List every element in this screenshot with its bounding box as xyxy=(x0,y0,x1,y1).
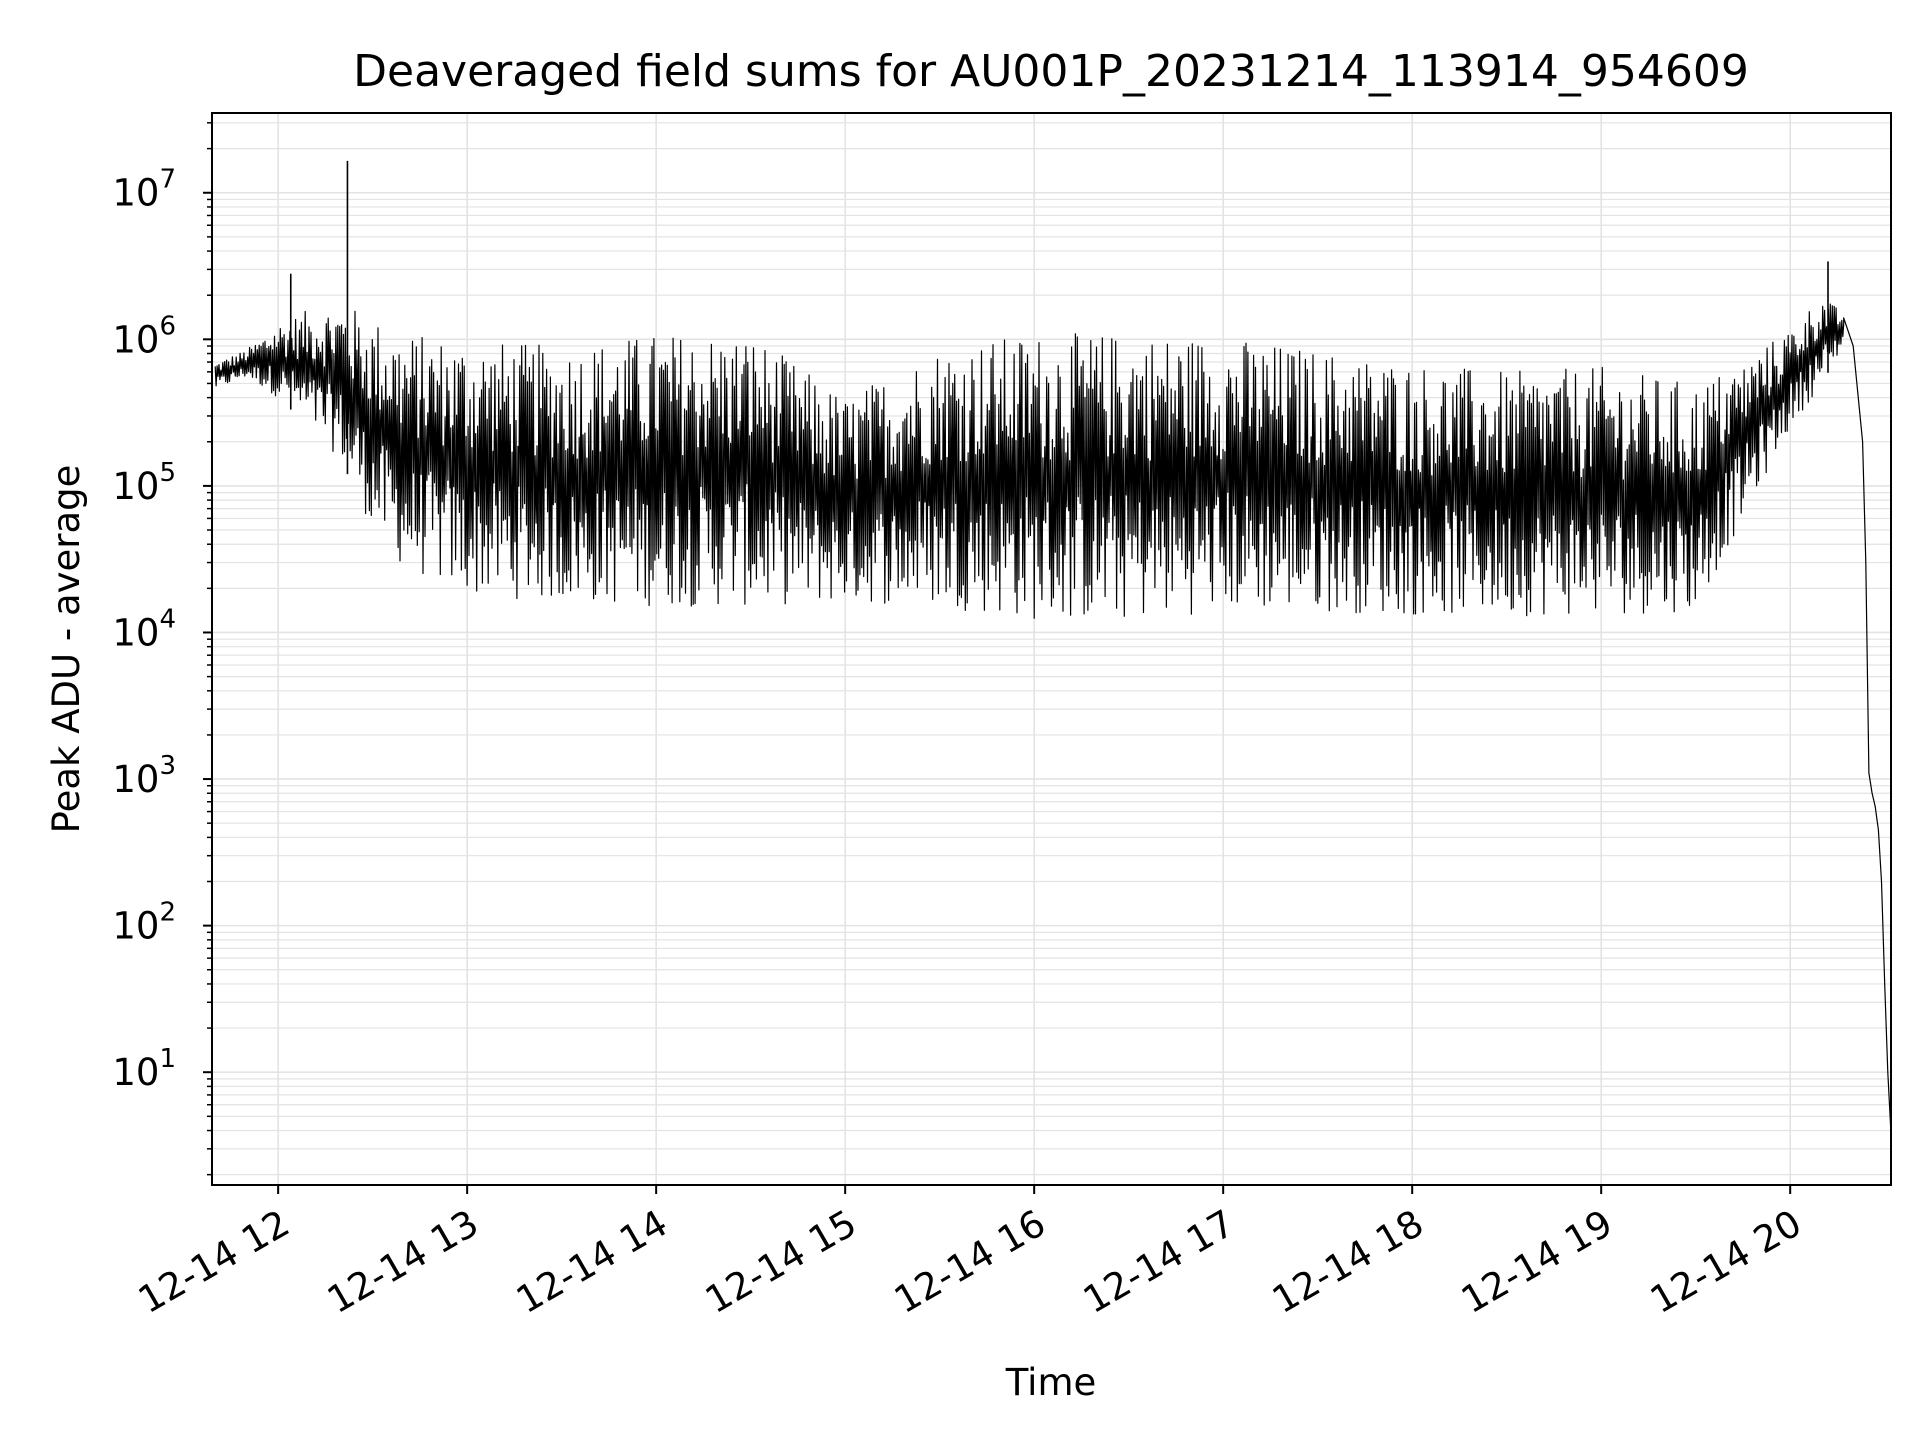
y-tick-label: 104 xyxy=(112,604,176,654)
y-tick-label: 102 xyxy=(112,898,176,948)
grid xyxy=(212,113,1891,1185)
y-tick-label: 103 xyxy=(112,751,176,801)
y-axis: 101 102 103 104 105 106 107 xyxy=(112,122,212,1176)
y-tick-label: 107 xyxy=(112,165,176,215)
y-tick-label: 101 xyxy=(112,1044,176,1094)
x-axis-label: Time xyxy=(1005,1361,1097,1404)
plot-area xyxy=(214,160,1892,1134)
plot-frame xyxy=(211,112,1892,1186)
series-line xyxy=(214,303,1892,1134)
y-axis-label: Peak ADU - average xyxy=(45,465,88,834)
chart-title: Deaveraged field sums for AU001P_2023121… xyxy=(353,46,1749,97)
y-tick-label: 106 xyxy=(112,311,176,361)
y-tick-label: 105 xyxy=(112,458,176,508)
